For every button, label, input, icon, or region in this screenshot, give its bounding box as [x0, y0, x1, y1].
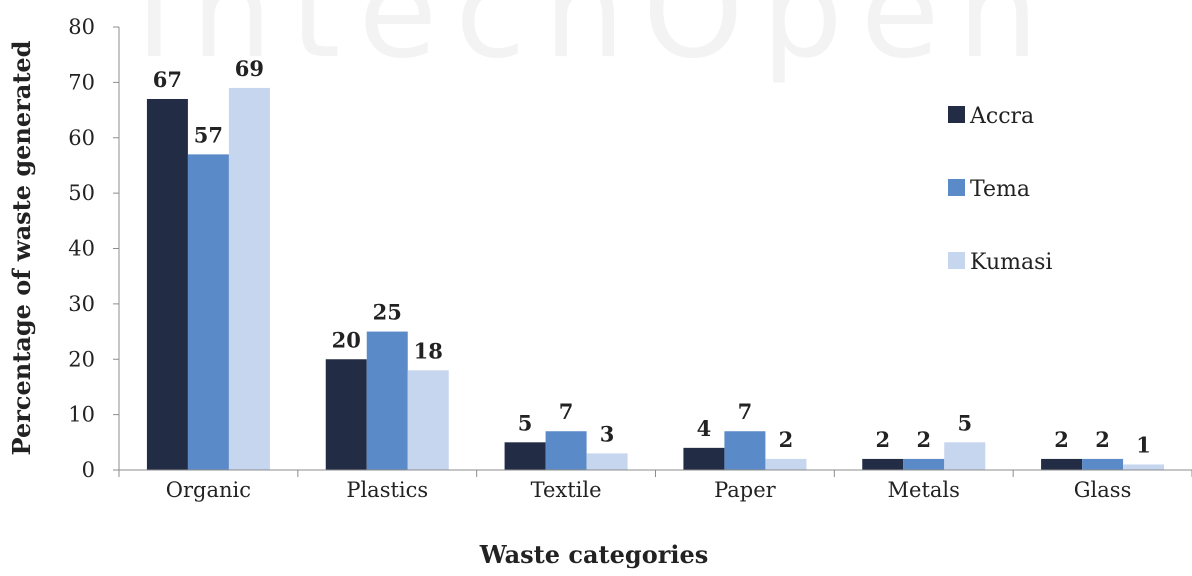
bar-tema-plastics — [366, 331, 408, 470]
y-tick-label: 20 — [68, 347, 95, 371]
bar-accra-glass — [1041, 458, 1083, 470]
x-tick-labels: Organic Plastics Textile Paper Metals Glass — [166, 478, 1132, 502]
x-tick-label: Paper — [714, 478, 777, 502]
data-label: 57 — [194, 122, 223, 147]
data-label: 7 — [559, 399, 574, 424]
bar-accra-metals — [862, 458, 904, 470]
y-tick-label: 60 — [68, 126, 95, 150]
legend-label-tema: Tema — [970, 177, 1030, 202]
y-tick-label: 10 — [68, 403, 95, 427]
bar-tema-paper — [724, 431, 766, 470]
data-label: 5 — [518, 410, 533, 435]
y-tick-label: 50 — [68, 181, 95, 205]
data-label: 2 — [1054, 427, 1069, 452]
data-label: 18 — [414, 338, 443, 363]
data-label: 2 — [779, 427, 794, 452]
x-tick-label: Glass — [1074, 478, 1132, 502]
data-label: 3 — [600, 421, 615, 446]
bar-accra-textile — [504, 442, 546, 470]
x-tick-label: Textile — [531, 478, 602, 502]
x-tick-label: Organic — [166, 478, 251, 502]
bar-accra-paper — [683, 447, 725, 470]
bar-tema-metals — [903, 458, 945, 470]
data-label: 2 — [875, 427, 890, 452]
bars — [146, 87, 1165, 471]
bar-accra-organic — [146, 98, 188, 471]
data-label: 67 — [153, 67, 182, 92]
y-axis-title: Percentage of waste generated — [7, 40, 36, 455]
y-tick-label: 40 — [68, 237, 95, 261]
bar-kumasi-paper — [765, 458, 807, 470]
watermark: IntechOpen — [135, 0, 1057, 87]
legend-swatch-tema — [948, 179, 965, 196]
bar-tema-glass — [1082, 458, 1124, 470]
x-tick-label: Metals — [888, 478, 960, 502]
y-tick-label: 70 — [68, 70, 95, 94]
legend-label-accra: Accra — [969, 104, 1034, 129]
data-label: 5 — [957, 410, 972, 435]
data-label: 1 — [1136, 432, 1151, 457]
bar-kumasi-plastics — [407, 370, 449, 470]
y-tick-label: 80 — [68, 15, 95, 39]
bar-tema-textile — [545, 431, 587, 470]
legend-label-kumasi: Kumasi — [970, 250, 1052, 275]
bar-kumasi-metals — [944, 442, 986, 470]
x-axis-title: Waste categories — [479, 540, 709, 569]
y-tick-label: 0 — [82, 458, 95, 482]
data-label: 25 — [373, 300, 402, 325]
axes — [113, 26, 1192, 477]
bar-kumasi-glass — [1123, 464, 1165, 470]
y-tick-label: 30 — [68, 292, 95, 316]
bar-tema-organic — [187, 154, 229, 471]
bar-kumasi-organic — [228, 87, 270, 470]
legend: Accra Tema Kumasi — [948, 104, 1052, 275]
data-label: 69 — [235, 56, 264, 81]
bar-kumasi-textile — [586, 453, 628, 470]
data-label: 20 — [332, 327, 361, 352]
data-label: 7 — [738, 399, 753, 424]
data-label: 2 — [916, 427, 931, 452]
bar-accra-plastics — [325, 359, 367, 470]
legend-swatch-kumasi — [948, 252, 965, 269]
data-label: 4 — [697, 416, 712, 441]
x-tick-label: Plastics — [346, 478, 428, 502]
data-label: 2 — [1095, 427, 1110, 452]
y-tick-labels: 0 10 20 30 40 50 60 70 80 — [68, 15, 95, 482]
legend-swatch-accra — [948, 106, 965, 123]
